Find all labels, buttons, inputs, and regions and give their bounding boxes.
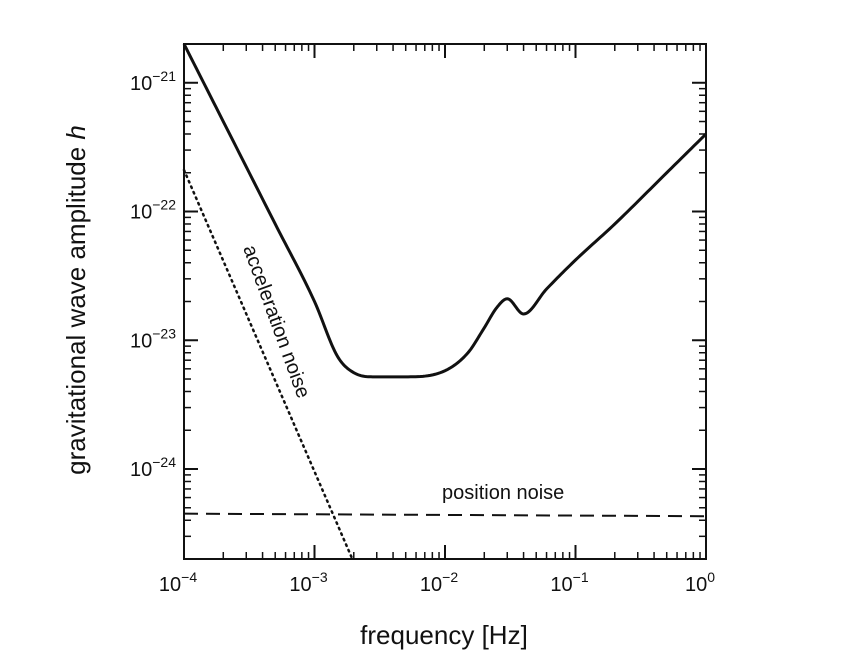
major-ticks: [183, 44, 707, 559]
x-tick-label: 10−1: [550, 569, 588, 596]
x-tick-labels: 10−4 10−3 10−2 10−1 100: [159, 569, 715, 596]
x-tick-label: 10−3: [289, 569, 327, 596]
acceleration-noise-line: [182, 168, 354, 561]
sensitivity-curve: [182, 43, 708, 379]
x-tick-label-exp: −3: [312, 569, 328, 585]
x-tick-label-base: 10: [550, 574, 572, 596]
y-axis-title-var: h: [61, 125, 91, 139]
x-tick-label-base: 10: [159, 574, 181, 596]
x-tick-label-exp: −4: [181, 569, 197, 585]
y-tick-label-base: 10: [130, 330, 152, 352]
y-tick-label: 10−23: [130, 325, 176, 352]
y-tick-label-base: 10: [130, 202, 152, 224]
x-tick-label: 100: [685, 569, 715, 596]
x-tick-label-exp: −2: [442, 569, 458, 585]
position-noise-line: [183, 512, 707, 518]
y-axis-title-main: gravitational wave amplitude: [61, 140, 91, 475]
y-tick-label-exp: −21: [152, 68, 176, 84]
x-tick-label: 10−2: [420, 569, 458, 596]
x-tick-label: 10−4: [159, 569, 197, 596]
acceleration-noise-label: acceleration noise: [238, 242, 314, 401]
y-tick-label-exp: −23: [152, 325, 176, 341]
y-tick-label-base: 10: [130, 73, 152, 95]
x-tick-label-exp: 0: [707, 569, 715, 585]
x-tick-label-base: 10: [289, 574, 311, 596]
y-tick-label: 10−21: [130, 68, 176, 95]
y-tick-label-exp: −22: [152, 197, 176, 213]
x-tick-label-base: 10: [685, 574, 707, 596]
y-axis-title: gravitational wave amplitude h: [61, 125, 91, 475]
y-tick-label: 10−22: [130, 197, 176, 224]
x-axis-title: frequency [Hz]: [360, 620, 528, 650]
position-noise-label: position noise: [442, 482, 564, 504]
x-tick-label-exp: −1: [573, 569, 589, 585]
y-tick-label-base: 10: [130, 459, 152, 481]
y-tick-label: 10−24: [130, 454, 176, 481]
minor-ticks: [184, 44, 706, 559]
x-tick-label-base: 10: [420, 574, 442, 596]
y-tick-label-exp: −24: [152, 454, 176, 470]
